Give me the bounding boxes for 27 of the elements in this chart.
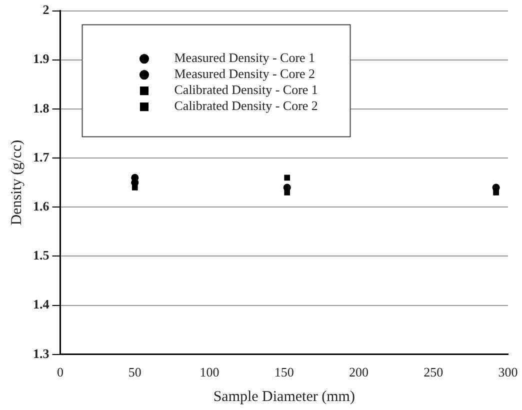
x-tick-label: 300 — [498, 364, 518, 380]
legend-label: Calibrated Density - Core 1 — [174, 82, 318, 98]
x-tick-label: 0 — [57, 364, 64, 380]
y-tick-label: 1.7 — [33, 149, 50, 164]
legend-label: Measured Density - Core 1 — [174, 50, 316, 66]
x-axis-title: Sample Diameter (mm) — [213, 388, 355, 405]
point — [493, 189, 499, 196]
x-tick-label: 200 — [349, 364, 368, 380]
y-tick-label: 1.8 — [33, 100, 50, 116]
point — [284, 189, 290, 196]
y-tick-label: 1.4 — [33, 296, 50, 312]
y-tick-label: 1.9 — [33, 51, 50, 66]
y-tick-label: 1.3 — [33, 346, 50, 361]
x-tick-label: 250 — [424, 364, 444, 380]
point — [131, 174, 139, 182]
y-tick-label: 1.6 — [33, 198, 50, 214]
x-tick-label: 100 — [200, 364, 220, 380]
legend-label: Measured Density - Core 2 — [174, 66, 316, 82]
point — [492, 184, 500, 192]
y-axis-title: Density (g/cc) — [8, 140, 25, 226]
x-tick-label: 150 — [274, 364, 294, 380]
point — [283, 184, 291, 192]
y-tick-label: 2 — [42, 2, 50, 18]
x-tick-label: 50 — [128, 364, 142, 380]
point — [284, 174, 290, 181]
y-tick-label: 1.5 — [33, 248, 50, 263]
legend-label: Calibrated Density - Core 2 — [174, 98, 318, 114]
